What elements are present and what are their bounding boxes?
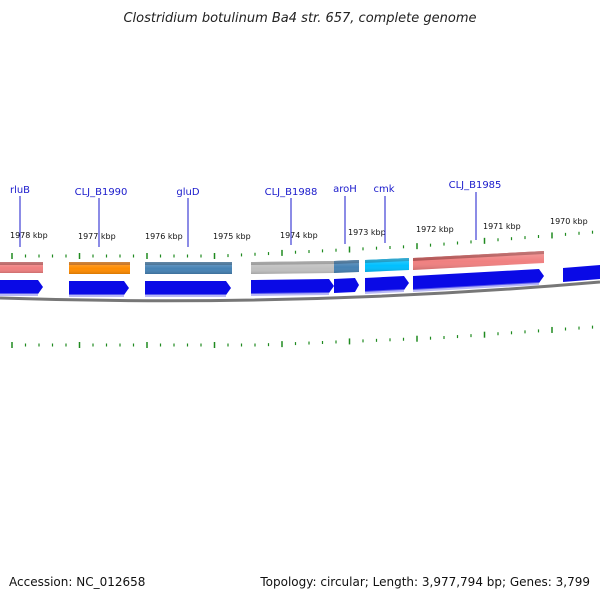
genome-summary-text: Topology: circular; Length: 3,977,794 bp… [259, 575, 590, 589]
gene-label-rluB[interactable]: rluB [10, 185, 30, 196]
gene-label-gluD[interactable]: gluD [176, 187, 199, 198]
cds-arrow[interactable] [563, 265, 600, 282]
tick-label: 1974 kbp [280, 231, 318, 240]
cds-arrow[interactable] [334, 278, 359, 293]
tick-label: 1971 kbp [483, 222, 521, 231]
gene-feature-rluB[interactable] [0, 262, 43, 273]
cds-arrow[interactable] [413, 269, 544, 290]
gene-feature-clj-b1990[interactable] [69, 262, 130, 274]
gene-label-aroH[interactable]: aroH [333, 184, 357, 195]
upper-scale-ticks [11, 230, 594, 259]
cds-arrows [0, 265, 600, 295]
cds-arrow[interactable] [0, 280, 43, 294]
gene-feature-cmk[interactable] [365, 258, 409, 272]
tick-label: 1970 kbp [550, 217, 588, 226]
tick-label: 1977 kbp [78, 232, 116, 241]
gene-feature-clj-b1988[interactable] [251, 261, 334, 274]
tick-label: 1975 kbp [213, 232, 251, 241]
gene-label-cmk[interactable]: cmk [373, 184, 394, 195]
cds-arrow[interactable] [69, 281, 129, 295]
cds-arrow-shadows [0, 282, 539, 297]
gene-feature-aroH[interactable] [334, 260, 359, 273]
gene-leader-lines [19, 192, 477, 247]
gene-labels: rluB CLJ_B1990 gluD CLJ_B1988 aroH cmk C… [10, 180, 501, 198]
tick-label: 1978 kbp [10, 231, 48, 240]
tick-label: 1973 kbp [348, 228, 386, 237]
tick-label: 1976 kbp [145, 232, 183, 241]
accession-text: Accession: NC_012658 [9, 575, 145, 589]
gene-label-clj-b1988[interactable]: CLJ_B1988 [265, 187, 318, 198]
genome-backbone [0, 280, 600, 303]
genome-title: Clostridium botulinum Ba4 str. 657, comp… [123, 11, 476, 26]
scale-labels: 1978 kbp 1977 kbp 1976 kbp 1975 kbp 1974… [10, 217, 588, 241]
lower-scale-ticks [11, 325, 594, 348]
gene-features [0, 251, 544, 274]
gene-feature-clj-b1985[interactable] [413, 251, 544, 270]
cds-arrow[interactable] [251, 279, 334, 294]
gene-label-clj-b1985[interactable]: CLJ_B1985 [449, 180, 502, 191]
cds-arrow[interactable] [365, 276, 409, 292]
cds-arrow[interactable] [145, 281, 231, 295]
gene-feature-gluD[interactable] [145, 262, 232, 274]
tick-label: 1972 kbp [416, 225, 454, 234]
gene-label-clj-b1990[interactable]: CLJ_B1990 [75, 187, 128, 198]
